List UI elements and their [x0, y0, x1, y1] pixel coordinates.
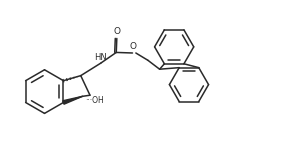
Text: O: O — [113, 27, 120, 36]
Text: ···OH: ···OH — [85, 96, 103, 105]
Text: O: O — [129, 42, 136, 51]
Text: HN: HN — [94, 53, 107, 62]
Polygon shape — [63, 96, 82, 104]
